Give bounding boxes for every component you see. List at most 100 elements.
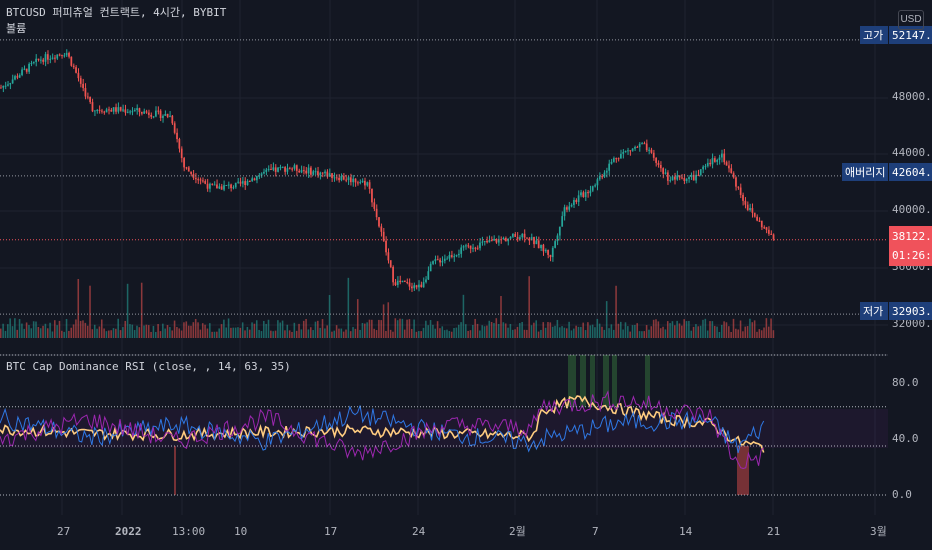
candle <box>516 236 519 240</box>
volume-bar <box>544 327 547 338</box>
volume-bar <box>119 330 122 338</box>
low-name: 저가 <box>863 305 883 318</box>
candle <box>72 65 75 68</box>
volume-bar <box>0 328 2 338</box>
volume-bar <box>371 319 373 338</box>
volume-bar <box>580 326 582 338</box>
volume-bar <box>361 322 364 338</box>
candle <box>131 111 134 113</box>
candle <box>418 284 420 288</box>
volume-bar <box>342 331 345 338</box>
candle <box>227 184 230 186</box>
candle <box>474 247 477 249</box>
candle <box>760 220 763 228</box>
candle <box>119 107 122 111</box>
candle <box>314 171 317 173</box>
candle <box>688 177 690 179</box>
rsi-axis[interactable]: 80.0 40.0 0.0 <box>892 376 919 501</box>
volume-bar <box>568 321 570 338</box>
volume-bar <box>302 320 305 338</box>
volume-bar <box>382 304 385 338</box>
volume-bar <box>523 329 526 338</box>
candle <box>361 180 364 183</box>
candle <box>507 238 510 242</box>
candle <box>159 110 162 118</box>
candle <box>490 240 493 242</box>
candle <box>274 167 277 172</box>
volume-bar <box>227 318 230 338</box>
volume-bar <box>554 325 556 338</box>
rsi-pane[interactable] <box>0 355 888 495</box>
volume-bar <box>683 319 685 338</box>
candle <box>117 107 120 112</box>
currency-button[interactable]: USD <box>898 10 924 30</box>
volume-bar <box>605 301 608 338</box>
candle <box>324 171 326 174</box>
volume-bar <box>349 331 352 338</box>
price-axis[interactable]: 48000.0 44000.0 40000.0 36000.0 32000.0 … <box>842 26 932 330</box>
volume-bar <box>476 323 479 338</box>
volume-bar <box>218 328 220 338</box>
volume-bar <box>63 331 65 338</box>
candle <box>495 238 498 243</box>
volume-bar <box>220 324 223 338</box>
volume-bar <box>425 320 427 338</box>
candle <box>220 186 223 190</box>
candle <box>410 286 413 289</box>
indicator-label: BTC Cap Dominance RSI (close, , 14, 63, … <box>6 360 291 373</box>
candle <box>697 174 700 176</box>
candle <box>225 185 228 187</box>
candle <box>54 57 56 59</box>
candle <box>521 233 524 238</box>
price-tick: 32000.0 <box>892 317 932 330</box>
candle <box>265 169 268 172</box>
volume-bar <box>70 327 73 338</box>
candle <box>725 162 728 166</box>
time-label: 2월 <box>509 525 526 538</box>
candle <box>549 254 552 258</box>
candle <box>9 83 12 85</box>
volume-bar <box>610 324 613 338</box>
volume-bar <box>162 323 164 338</box>
candle <box>457 253 460 256</box>
candle <box>544 249 547 252</box>
volume-bar <box>56 325 58 338</box>
candle <box>596 179 599 186</box>
volume-bar <box>152 325 155 338</box>
volume-bar <box>436 321 439 338</box>
volume-bar <box>502 322 505 338</box>
time-axis[interactable]: 27 2022 13:00 10 17 24 2월 7 14 21 3월 <box>57 525 887 538</box>
volume-bar <box>180 330 183 338</box>
candle <box>364 180 366 186</box>
candle <box>666 172 669 181</box>
volume-bar <box>347 277 350 338</box>
candle <box>234 182 237 188</box>
candle <box>312 171 315 175</box>
candle <box>185 167 188 169</box>
volume-bar <box>54 320 56 338</box>
candle <box>194 177 197 180</box>
volume-bar <box>457 324 460 338</box>
volume-bar <box>199 329 202 338</box>
candle <box>291 168 293 170</box>
price-pane[interactable] <box>0 49 775 338</box>
volume-bar <box>620 321 622 338</box>
volume-bar <box>89 285 91 338</box>
volume-bar <box>209 323 211 338</box>
volume-bar <box>18 319 21 338</box>
volume-bar <box>760 330 763 338</box>
candle <box>681 177 683 179</box>
candle <box>368 182 371 189</box>
candle <box>300 170 303 173</box>
candle <box>216 184 218 189</box>
candle <box>39 59 42 61</box>
candle <box>565 207 568 210</box>
volume-bar <box>61 330 63 338</box>
candle <box>232 187 235 189</box>
volume-bar <box>112 328 115 338</box>
volume-bar <box>704 318 707 338</box>
volume-bar <box>44 323 47 338</box>
candle <box>378 217 380 227</box>
candle <box>288 168 291 170</box>
